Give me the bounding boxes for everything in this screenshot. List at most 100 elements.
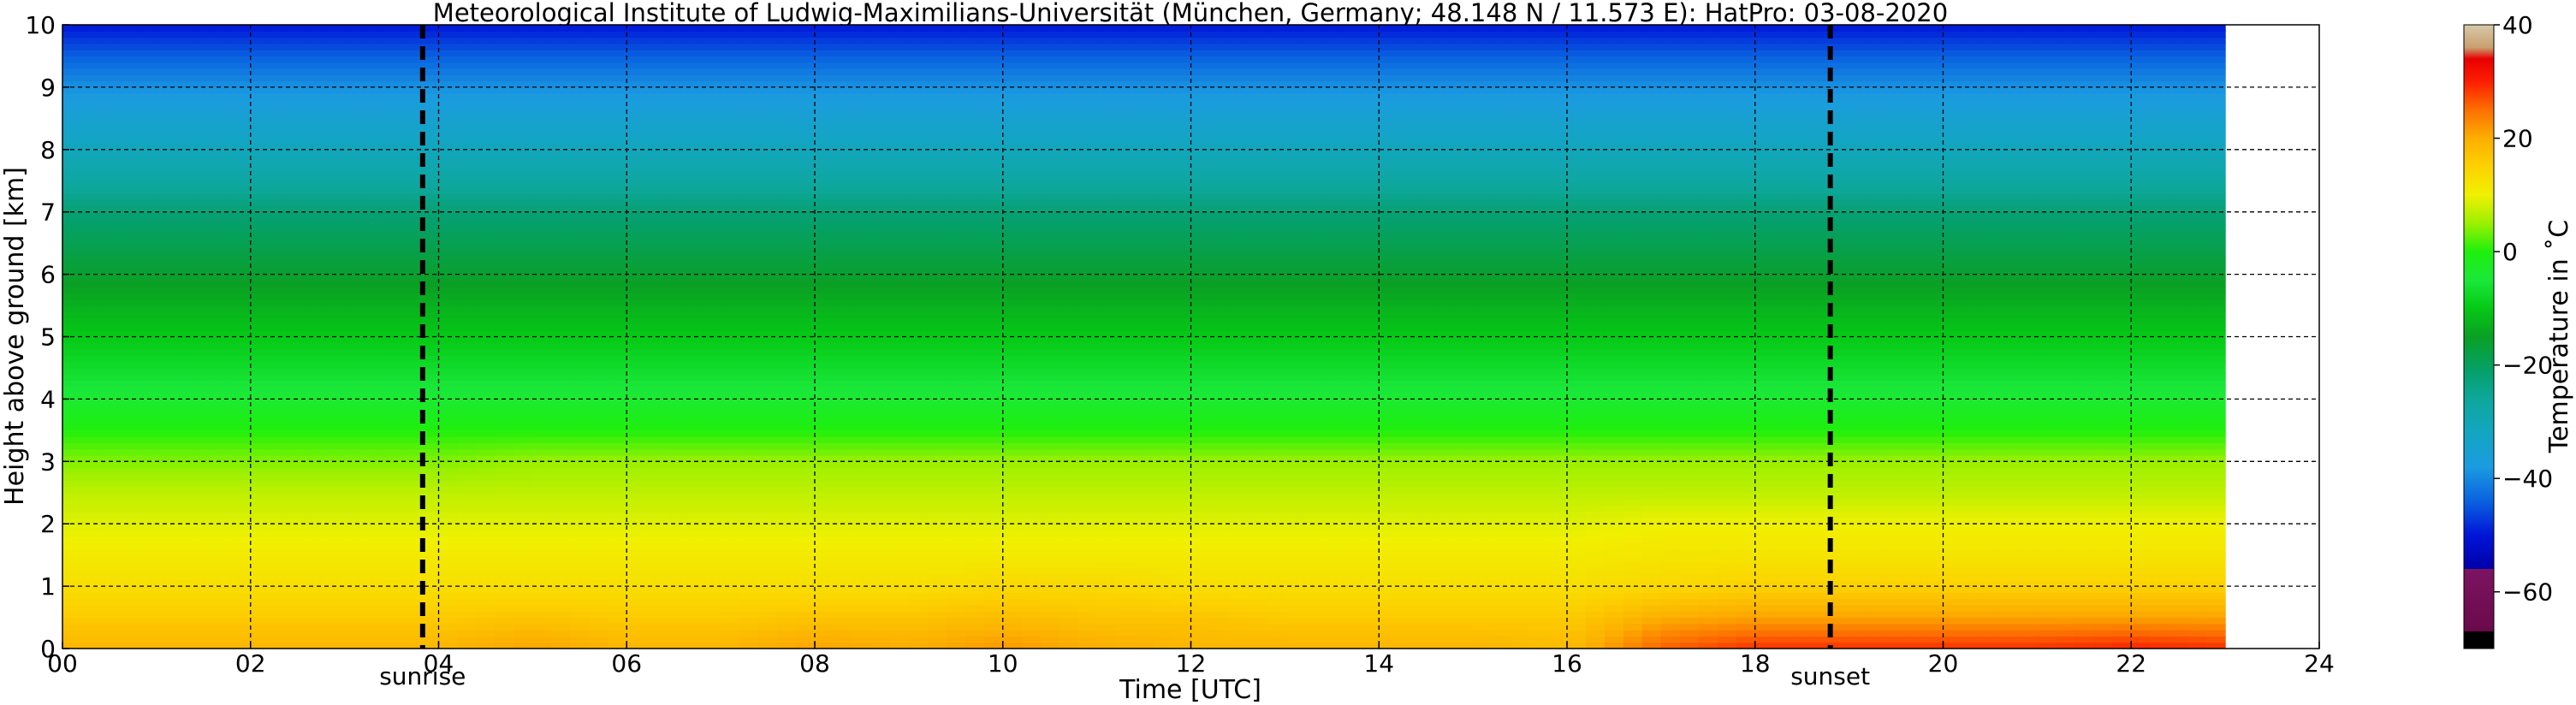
heatmap-cell: [946, 342, 966, 350]
heatmap-cell: [175, 205, 195, 213]
heatmap-cell: [80, 99, 101, 107]
heatmap-cell: [664, 461, 684, 469]
heatmap-cell: [664, 205, 684, 213]
heatmap-cell: [156, 74, 176, 82]
heatmap-cell: [852, 448, 872, 456]
heatmap-cell: [758, 442, 778, 450]
heatmap-cell: [626, 224, 646, 232]
heatmap-cell: [608, 25, 627, 32]
heatmap-cell: [99, 486, 120, 494]
heatmap-cell: [457, 74, 478, 82]
heatmap-cell: [777, 193, 797, 200]
heatmap-cell: [438, 193, 459, 200]
heatmap-cell: [815, 330, 834, 338]
heatmap-cell: [551, 636, 571, 643]
heatmap-cell: [156, 255, 176, 263]
heatmap-cell: [344, 323, 365, 331]
heatmap-cell: [250, 604, 270, 612]
heatmap-cell: [457, 342, 478, 350]
heatmap-cell: [118, 455, 139, 462]
heatmap-cell: [927, 149, 947, 157]
heatmap-cell: [344, 105, 365, 113]
heatmap-cell: [532, 511, 552, 518]
heatmap-cell: [739, 604, 759, 612]
heatmap-cell: [363, 268, 383, 275]
heatmap-cell: [570, 230, 590, 238]
heatmap-cell: [870, 156, 891, 163]
heatmap-cell: [344, 623, 365, 631]
heatmap-cell: [570, 93, 590, 101]
heatmap-cell: [419, 105, 440, 113]
heatmap-cell: [946, 99, 966, 107]
heatmap-cell: [626, 467, 646, 475]
heatmap-cell: [363, 187, 383, 194]
heatmap-cell: [363, 156, 383, 163]
heatmap-cell: [833, 461, 853, 469]
heatmap-cell: [62, 50, 82, 57]
heatmap-cell: [777, 499, 797, 506]
heatmap-cell: [852, 143, 872, 151]
heatmap-cell: [175, 448, 195, 456]
heatmap-cell: [288, 342, 308, 350]
heatmap-cell: [927, 592, 947, 600]
heatmap-cell: [683, 230, 703, 238]
heatmap-cell: [889, 31, 910, 39]
heatmap-cell: [758, 467, 778, 475]
heatmap-cell: [401, 25, 421, 32]
heatmap-cell: [626, 187, 646, 194]
heatmap-cell: [870, 418, 891, 425]
heatmap-cell: [288, 455, 308, 462]
heatmap-cell: [419, 442, 440, 450]
heatmap-cell: [889, 380, 910, 388]
heatmap-cell: [80, 598, 101, 606]
heatmap-cell: [702, 168, 721, 175]
heatmap-cell: [325, 149, 346, 157]
heatmap-cell: [570, 455, 590, 462]
heatmap-cell: [288, 156, 308, 163]
heatmap-cell: [927, 548, 947, 556]
heatmap-cell: [702, 636, 721, 643]
heatmap-cell: [721, 187, 740, 194]
heatmap-cell: [908, 25, 929, 32]
heatmap-cell: [683, 162, 703, 169]
heatmap-cell: [438, 448, 459, 456]
heatmap-cell: [796, 480, 816, 488]
heatmap-cell: [118, 317, 139, 325]
heatmap-cell: [344, 604, 365, 612]
heatmap-cell: [833, 311, 853, 319]
heatmap-cell: [476, 517, 496, 524]
heatmap-cell: [739, 174, 759, 181]
heatmap-cell: [137, 386, 157, 394]
heatmap-cell: [608, 560, 627, 568]
heatmap-cell: [231, 630, 252, 637]
heatmap-cell: [99, 542, 120, 549]
heatmap-cell: [721, 124, 740, 132]
heatmap-cell: [288, 586, 308, 593]
heatmap-cell: [852, 31, 872, 39]
heatmap-cell: [306, 124, 327, 132]
heatmap-cell: [457, 430, 478, 437]
heatmap-cell: [739, 530, 759, 537]
heatmap-cell: [589, 411, 608, 418]
heatmap-cell: [401, 399, 421, 406]
heatmap-cell: [212, 274, 233, 281]
heatmap-cell: [683, 224, 703, 232]
heatmap-cell: [965, 236, 985, 244]
heatmap-cell: [99, 311, 120, 319]
heatmap-cell: [645, 524, 665, 531]
heatmap-cell: [513, 405, 533, 412]
heatmap-cell: [137, 143, 157, 151]
heatmap-cell: [513, 418, 533, 425]
heatmap-cell: [927, 236, 947, 244]
heatmap-cell: [551, 105, 571, 113]
heatmap-cell: [382, 262, 402, 269]
heatmap-cell: [739, 293, 759, 300]
heatmap-cell: [363, 424, 383, 431]
heatmap-cell: [551, 430, 571, 437]
heatmap-cell: [80, 193, 101, 200]
heatmap-cell: [870, 499, 891, 506]
heatmap-cell: [946, 554, 966, 562]
heatmap-cell: [608, 604, 627, 612]
heatmap-cell: [495, 411, 514, 418]
heatmap-cell: [626, 342, 646, 350]
